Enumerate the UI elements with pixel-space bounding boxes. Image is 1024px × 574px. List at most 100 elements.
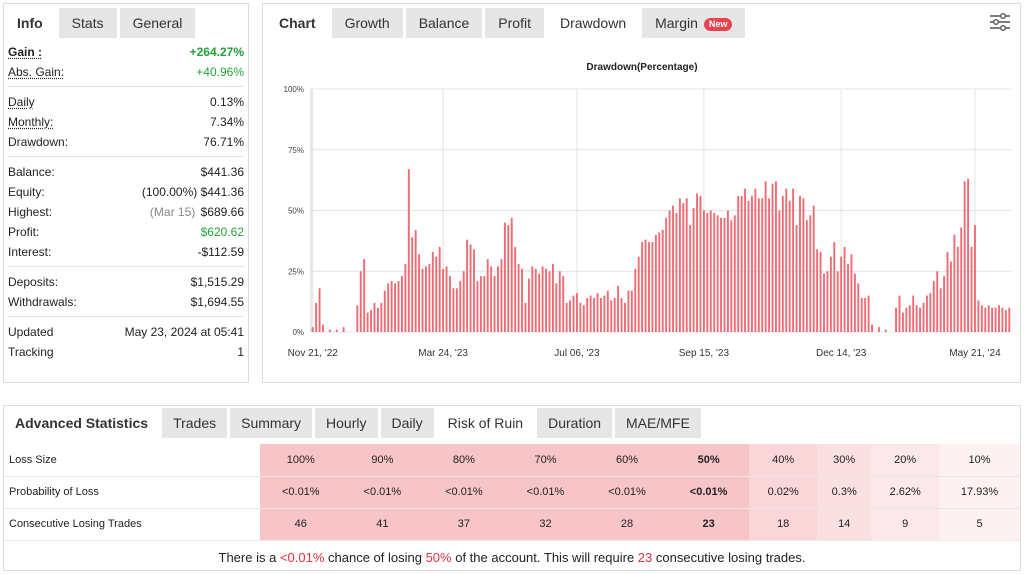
tab-info[interactable]: Info bbox=[4, 8, 56, 38]
drawdown-bar bbox=[716, 215, 719, 332]
drawdown-bar bbox=[747, 200, 750, 332]
drawdown-bar bbox=[404, 263, 407, 332]
y-axis: 0% 25% 50% 75% 100% bbox=[284, 85, 312, 337]
drawdown-bar bbox=[551, 263, 554, 332]
divider bbox=[8, 86, 244, 87]
tracking-value: 1 bbox=[237, 345, 244, 359]
drawdown-bar bbox=[912, 295, 915, 332]
updated-label: Updated bbox=[8, 325, 54, 339]
drawdown-bar bbox=[380, 302, 383, 332]
drawdown-bar bbox=[634, 268, 637, 332]
drawdown-bar bbox=[857, 283, 860, 332]
stat-deposits: Deposits: $1,515.29 bbox=[8, 272, 244, 292]
x-tick-label: Mar 24, '23 bbox=[418, 348, 468, 359]
risk-of-ruin-table: Loss Size 100% 90% 80% 70% 60% 50% 40% 30% 20% 10%… bbox=[4, 444, 1020, 541]
tab-risk-of-ruin[interactable]: Risk of Ruin bbox=[436, 408, 535, 438]
drawdown-bar bbox=[469, 244, 472, 332]
tab-general[interactable]: General bbox=[119, 8, 196, 38]
drawdown-bar bbox=[939, 288, 942, 332]
drawdown-bar bbox=[1008, 307, 1011, 332]
tab-growth[interactable]: Growth bbox=[331, 8, 403, 38]
tab-margin[interactable]: Margin New bbox=[642, 8, 746, 38]
drawdown-bar bbox=[706, 212, 709, 332]
drawdown-bar bbox=[624, 302, 626, 332]
x-tick-label: Sep 15, '23 bbox=[679, 348, 730, 359]
tab-balance[interactable]: Balance bbox=[405, 8, 483, 38]
drawdown-bar bbox=[548, 271, 551, 332]
tab-hourly[interactable]: Hourly bbox=[315, 408, 378, 438]
drawdown-bar bbox=[311, 327, 314, 332]
abs-gain-value: +40.96% bbox=[196, 65, 244, 79]
drawdown-bar bbox=[901, 312, 904, 332]
drawdown-bar bbox=[665, 217, 668, 332]
tab-advanced-statistics[interactable]: Advanced Statistics bbox=[4, 408, 160, 438]
tab-daily[interactable]: Daily bbox=[380, 408, 434, 438]
ror-cell: 0.02% bbox=[749, 476, 818, 509]
drawdown-bar bbox=[452, 288, 455, 332]
drawdown-bar bbox=[932, 280, 935, 332]
ror-cell: 100% bbox=[260, 444, 342, 477]
y-tick-label: 0% bbox=[292, 328, 304, 337]
ror-cell: <0.01% bbox=[504, 476, 587, 509]
ror-cell: 28 bbox=[586, 508, 668, 541]
drawdown-bar bbox=[740, 195, 743, 332]
drawdown-bar bbox=[606, 290, 609, 332]
drawdown-bar bbox=[946, 251, 949, 332]
stat-interest: Interest: -$112.59 bbox=[8, 242, 244, 262]
x-tick-label: Dec 14, '23 bbox=[816, 348, 867, 359]
drawdown-bar bbox=[994, 307, 997, 332]
drawdown-bar bbox=[641, 242, 644, 332]
tab-profit[interactable]: Profit bbox=[485, 8, 544, 38]
drawdown-bar bbox=[833, 242, 836, 332]
ror-cell: 32 bbox=[504, 508, 587, 541]
y-tick-label: 25% bbox=[288, 267, 304, 276]
drawdown-bar bbox=[617, 285, 620, 332]
drawdown-bar bbox=[960, 227, 963, 332]
drawdown-bar bbox=[493, 276, 496, 332]
gain-label[interactable]: Gain : bbox=[8, 45, 43, 59]
drawdown-bar bbox=[558, 271, 561, 332]
daily-value: 0.13% bbox=[209, 95, 244, 109]
tab-stats[interactable]: Stats bbox=[58, 8, 117, 38]
drawdown-bar bbox=[675, 212, 678, 332]
drawdown-bar bbox=[473, 249, 475, 332]
drawdown-bar bbox=[335, 329, 338, 332]
daily-label[interactable]: Daily bbox=[8, 95, 35, 109]
ror-row-label: Probability of Loss bbox=[4, 476, 260, 509]
drawdown-bar bbox=[998, 305, 1000, 332]
tab-drawdown[interactable]: Drawdown bbox=[546, 8, 640, 38]
tab-mae-mfe[interactable]: MAE/MFE bbox=[615, 408, 701, 438]
drawdown-bar bbox=[877, 327, 880, 332]
chart-panel: Chart Growth Balance Profit Drawdown Mar… bbox=[262, 3, 1021, 383]
drawdown-bar bbox=[829, 256, 832, 332]
stat-highest: Highest: (Mar 15) $689.66 bbox=[8, 202, 244, 222]
drawdown-bar bbox=[895, 307, 897, 332]
info-tabs: Info Stats General bbox=[4, 8, 198, 38]
drawdown-bar bbox=[823, 273, 825, 332]
tab-duration[interactable]: Duration bbox=[537, 408, 613, 438]
withdrawals-value: $1,694.55 bbox=[190, 295, 244, 309]
drawdown-bar bbox=[483, 276, 486, 332]
equity-label: Equity: bbox=[8, 185, 45, 199]
monthly-label[interactable]: Monthly: bbox=[8, 115, 54, 129]
drawdown-bar bbox=[414, 229, 417, 332]
ror-cell: 40% bbox=[749, 444, 818, 477]
drawdown-bar bbox=[531, 266, 534, 332]
highest-note: (Mar 15) bbox=[149, 205, 196, 219]
drawdown-bar bbox=[438, 246, 441, 332]
abs-gain-label[interactable]: Abs. Gain: bbox=[8, 65, 65, 79]
drawdown-bar bbox=[956, 246, 959, 332]
sliders-icon[interactable] bbox=[988, 11, 1012, 33]
drawdown-bar bbox=[654, 234, 657, 332]
drawdown-bar bbox=[315, 302, 318, 332]
ror-cell: 2.62% bbox=[871, 476, 940, 509]
tab-trades[interactable]: Trades bbox=[162, 408, 228, 438]
ror-cell: 90% bbox=[341, 444, 424, 477]
divider bbox=[8, 156, 244, 157]
drawdown-bar bbox=[589, 295, 592, 332]
tab-chart[interactable]: Chart bbox=[266, 8, 329, 38]
stat-monthly: Monthly: 7.34% bbox=[8, 112, 244, 132]
drawdown-bar bbox=[397, 280, 400, 332]
tab-summary[interactable]: Summary bbox=[230, 408, 313, 438]
drawdown-bar bbox=[720, 217, 722, 332]
